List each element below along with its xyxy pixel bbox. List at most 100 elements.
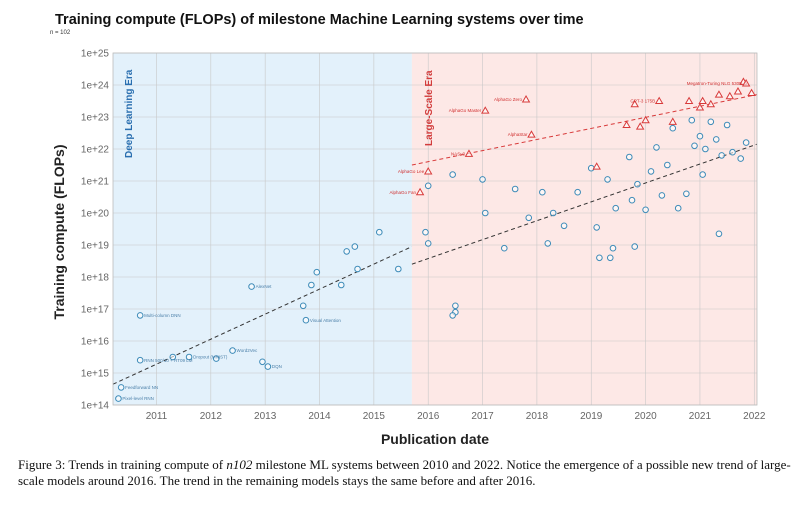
data-point-triangle	[521, 94, 531, 103]
data-point-triangle	[714, 90, 724, 98]
data-point-circle	[302, 316, 310, 324]
plot-frame	[112, 52, 758, 406]
data-point-circle	[674, 204, 682, 212]
data-point-circle	[647, 168, 655, 175]
data-point-circle	[185, 353, 193, 361]
data-point-circle	[712, 136, 720, 143]
data-point-circle	[544, 240, 552, 247]
data-point-triangle	[527, 130, 536, 138]
data-point-triangle	[641, 115, 650, 124]
y-axis-label: Training compute (FLOPs)	[51, 144, 67, 319]
data-point-circle	[337, 281, 345, 289]
data-point-circle	[539, 188, 546, 196]
data-point-circle	[699, 171, 706, 178]
data-point-circle	[169, 353, 177, 361]
data-point-circle	[375, 228, 383, 236]
data-point-label: Multi-column DNN	[144, 313, 181, 318]
data-point-circle	[351, 243, 359, 250]
data-point-circle	[313, 268, 321, 276]
data-point-circle	[424, 182, 432, 190]
data-point-circle	[422, 228, 429, 236]
data-point-triangle	[668, 117, 678, 125]
data-point-label: Pixel-level RNN	[122, 396, 154, 401]
point-labels: Pixel-level RNN Feedforward NN RNN 500/10 …	[122, 81, 742, 401]
figure-label: Figure 3:	[18, 457, 66, 472]
x-tick-label: 2022	[743, 411, 766, 422]
data-point-circle	[511, 185, 519, 193]
x-tick-label: 2020	[634, 411, 657, 422]
data-point-circle	[449, 171, 456, 178]
data-point-circle	[707, 118, 715, 126]
y-tick-label: 1e+17	[81, 305, 110, 316]
data-point-label: GPT-3 175B	[630, 99, 655, 104]
data-point-label: Feedforward NN	[125, 385, 158, 390]
data-point-circle	[343, 248, 350, 255]
data-point-circle	[424, 240, 432, 247]
data-point-triangle	[684, 96, 694, 105]
y-tick-label: 1e+24	[81, 81, 110, 92]
data-point-triangle	[481, 106, 490, 114]
data-point-circle	[259, 358, 266, 366]
data-point-circle	[653, 144, 660, 151]
data-point-circle	[715, 230, 723, 238]
y-tick-label: 1e+18	[81, 273, 110, 284]
x-tick-label: 2015	[363, 411, 386, 422]
data-point-triangle	[622, 120, 631, 129]
data-point-circle	[115, 395, 122, 402]
data-point-circle	[560, 222, 568, 230]
data-point-triangle	[592, 162, 601, 170]
data-point-circle	[658, 192, 666, 199]
data-point-triangle	[654, 96, 664, 105]
y-tick-label: 1e+23	[81, 113, 110, 124]
y-tick-label: 1e+20	[81, 209, 110, 220]
large-scale-era-label: Large-Scale Era	[424, 70, 435, 146]
data-point-label: Megatron-Turing NLG 530B	[687, 81, 742, 86]
data-point-circle	[299, 302, 307, 310]
axes: 2011 2012 2013 2014 2015 2016 2017 2018 2019 2020…	[81, 49, 766, 423]
deep-learning-era-label: Deep Learning Era	[124, 69, 135, 158]
data-point-label: RNN 500/10 + RT09 LM	[144, 358, 193, 363]
y-tick-label: 1e+25	[81, 49, 110, 60]
x-tick-label: 2011	[146, 411, 168, 422]
y-tick-label: 1e+22	[81, 145, 110, 156]
data-point-circle	[625, 153, 633, 161]
data-point-circle	[212, 355, 220, 362]
data-point-label: AlphaGo Master	[449, 108, 482, 113]
data-point-circle	[664, 161, 671, 169]
data-point-label: AlphaStar	[508, 132, 528, 137]
data-point-triangle	[741, 78, 751, 87]
data-point-circle	[587, 164, 595, 172]
trend-line-regular	[112, 246, 413, 385]
data-point-triangle	[415, 187, 425, 196]
data-point-circle	[596, 254, 603, 262]
data-point-circle	[729, 148, 736, 156]
data-point-circle	[500, 244, 508, 252]
data-point-label: NASv3	[451, 151, 466, 156]
data-point-label: Word2Vec	[237, 348, 258, 353]
data-point-circle	[479, 176, 486, 183]
y-tick-label: 1e+16	[81, 337, 110, 348]
data-point-circle	[718, 152, 725, 159]
caption-n-value: n102	[226, 457, 253, 472]
data-point-triangle	[747, 88, 756, 97]
data-point-triangle	[464, 149, 474, 157]
data-point-circle	[481, 209, 489, 217]
x-tick-label: 2012	[200, 411, 223, 422]
data-point-circle	[688, 116, 696, 124]
data-point-label: Visual Attention	[310, 318, 341, 323]
data-point-circle	[449, 312, 456, 319]
data-points	[115, 77, 756, 402]
y-tick-label: 1e+15	[81, 369, 110, 380]
data-point-circle	[308, 281, 315, 289]
trend-line-regular	[411, 143, 758, 265]
data-point-label: AlexNet	[256, 284, 273, 289]
data-point-circle	[737, 155, 744, 162]
x-tick-label: 2014	[308, 411, 331, 422]
data-point-circle	[604, 176, 611, 183]
y-tick-label: 1e+21	[81, 177, 110, 188]
figure-caption: Figure 3: Trends in training compute of …	[18, 457, 800, 489]
x-tick-label: 2016	[417, 411, 440, 422]
data-point-circle	[609, 244, 617, 252]
data-point-label: Dropout (MNIST)	[193, 355, 228, 360]
data-point-circle	[631, 243, 639, 250]
